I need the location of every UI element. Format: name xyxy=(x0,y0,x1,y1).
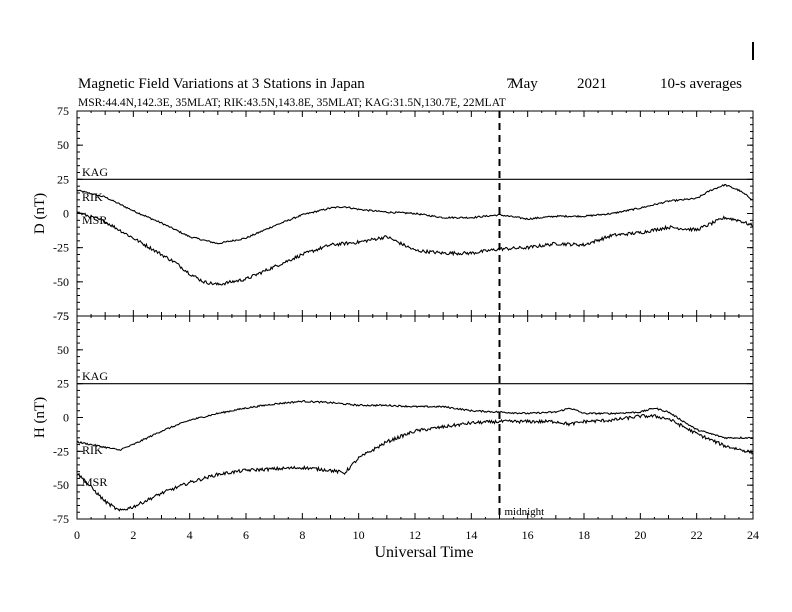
x-axis-title: Universal Time xyxy=(374,544,473,561)
x-tick-label: 10 xyxy=(353,528,365,542)
d-y-axis-title: D (nT) xyxy=(32,193,48,234)
station-subtitle: MSR:44.4N,142.3E, 35MLAT; RIK:43.5N,143.… xyxy=(78,97,506,109)
x-tick-label: 0 xyxy=(74,528,80,542)
h-series-rik xyxy=(76,400,754,452)
d-label-msr: MSR xyxy=(82,213,107,227)
d-y-tick-label: -75 xyxy=(53,309,69,323)
h-y-tick-label: 75 xyxy=(57,309,69,323)
d-label-rik: RIK xyxy=(82,190,103,204)
h-plot-frame xyxy=(76,315,754,520)
date-day: 7 xyxy=(506,76,514,92)
midnight-label: midnight xyxy=(505,506,545,518)
x-tick-label: 14 xyxy=(465,528,477,542)
h-y-tick-label: 25 xyxy=(57,377,69,391)
x-tick-label: 24 xyxy=(747,528,759,542)
x-tick-label: 18 xyxy=(578,528,590,542)
date-year: 2021 xyxy=(577,76,607,92)
d-y-tick-label: 50 xyxy=(57,138,69,152)
x-tick-label: 22 xyxy=(691,528,703,542)
chart-title: Magnetic Field Variations at 3 Stations … xyxy=(78,76,365,92)
h-label-rik: RIK xyxy=(82,443,103,457)
h-series-msr xyxy=(76,414,754,512)
d-y-tick-label: 0 xyxy=(63,207,69,221)
x-tick-label: 6 xyxy=(243,528,249,542)
h-y-tick-label: -75 xyxy=(53,512,69,526)
averaging-note: 10-s averages xyxy=(660,76,742,92)
x-tick-label: 4 xyxy=(187,528,193,542)
h-y-tick-label: -50 xyxy=(53,478,69,492)
d-y-tick-label: -50 xyxy=(53,275,69,289)
h-label-msr: MSR xyxy=(82,475,107,489)
d-y-tick-label: 75 xyxy=(57,104,69,118)
x-tick-label: 16 xyxy=(522,528,534,542)
h-y-tick-label: -25 xyxy=(53,444,69,458)
d-y-tick-label: 25 xyxy=(57,172,69,186)
d-label-kag: KAG xyxy=(82,165,108,179)
x-axis-title-group: Universal Time xyxy=(374,544,473,561)
d-series-rik xyxy=(76,183,754,245)
x-tick-label: 20 xyxy=(634,528,646,542)
x-tick-label: 8 xyxy=(299,528,305,542)
d-component-panel: 75 50 25 0 -25 -50 -75 D (nT) KAG RIK MSR xyxy=(32,104,754,323)
h-y-axis-title: H (nT) xyxy=(32,397,48,438)
h-y-tick-label: 0 xyxy=(63,411,69,425)
h-y-tick-label: 50 xyxy=(57,343,69,357)
d-y-tick-label: -25 xyxy=(53,241,69,255)
x-tick-label: 2 xyxy=(130,528,136,542)
d-series-msr xyxy=(76,210,754,286)
figure-header: Magnetic Field Variations at 3 Stations … xyxy=(78,42,754,109)
date-month: May xyxy=(510,76,538,92)
h-label-kag: KAG xyxy=(82,369,108,383)
x-tick-label: 12 xyxy=(409,528,421,542)
